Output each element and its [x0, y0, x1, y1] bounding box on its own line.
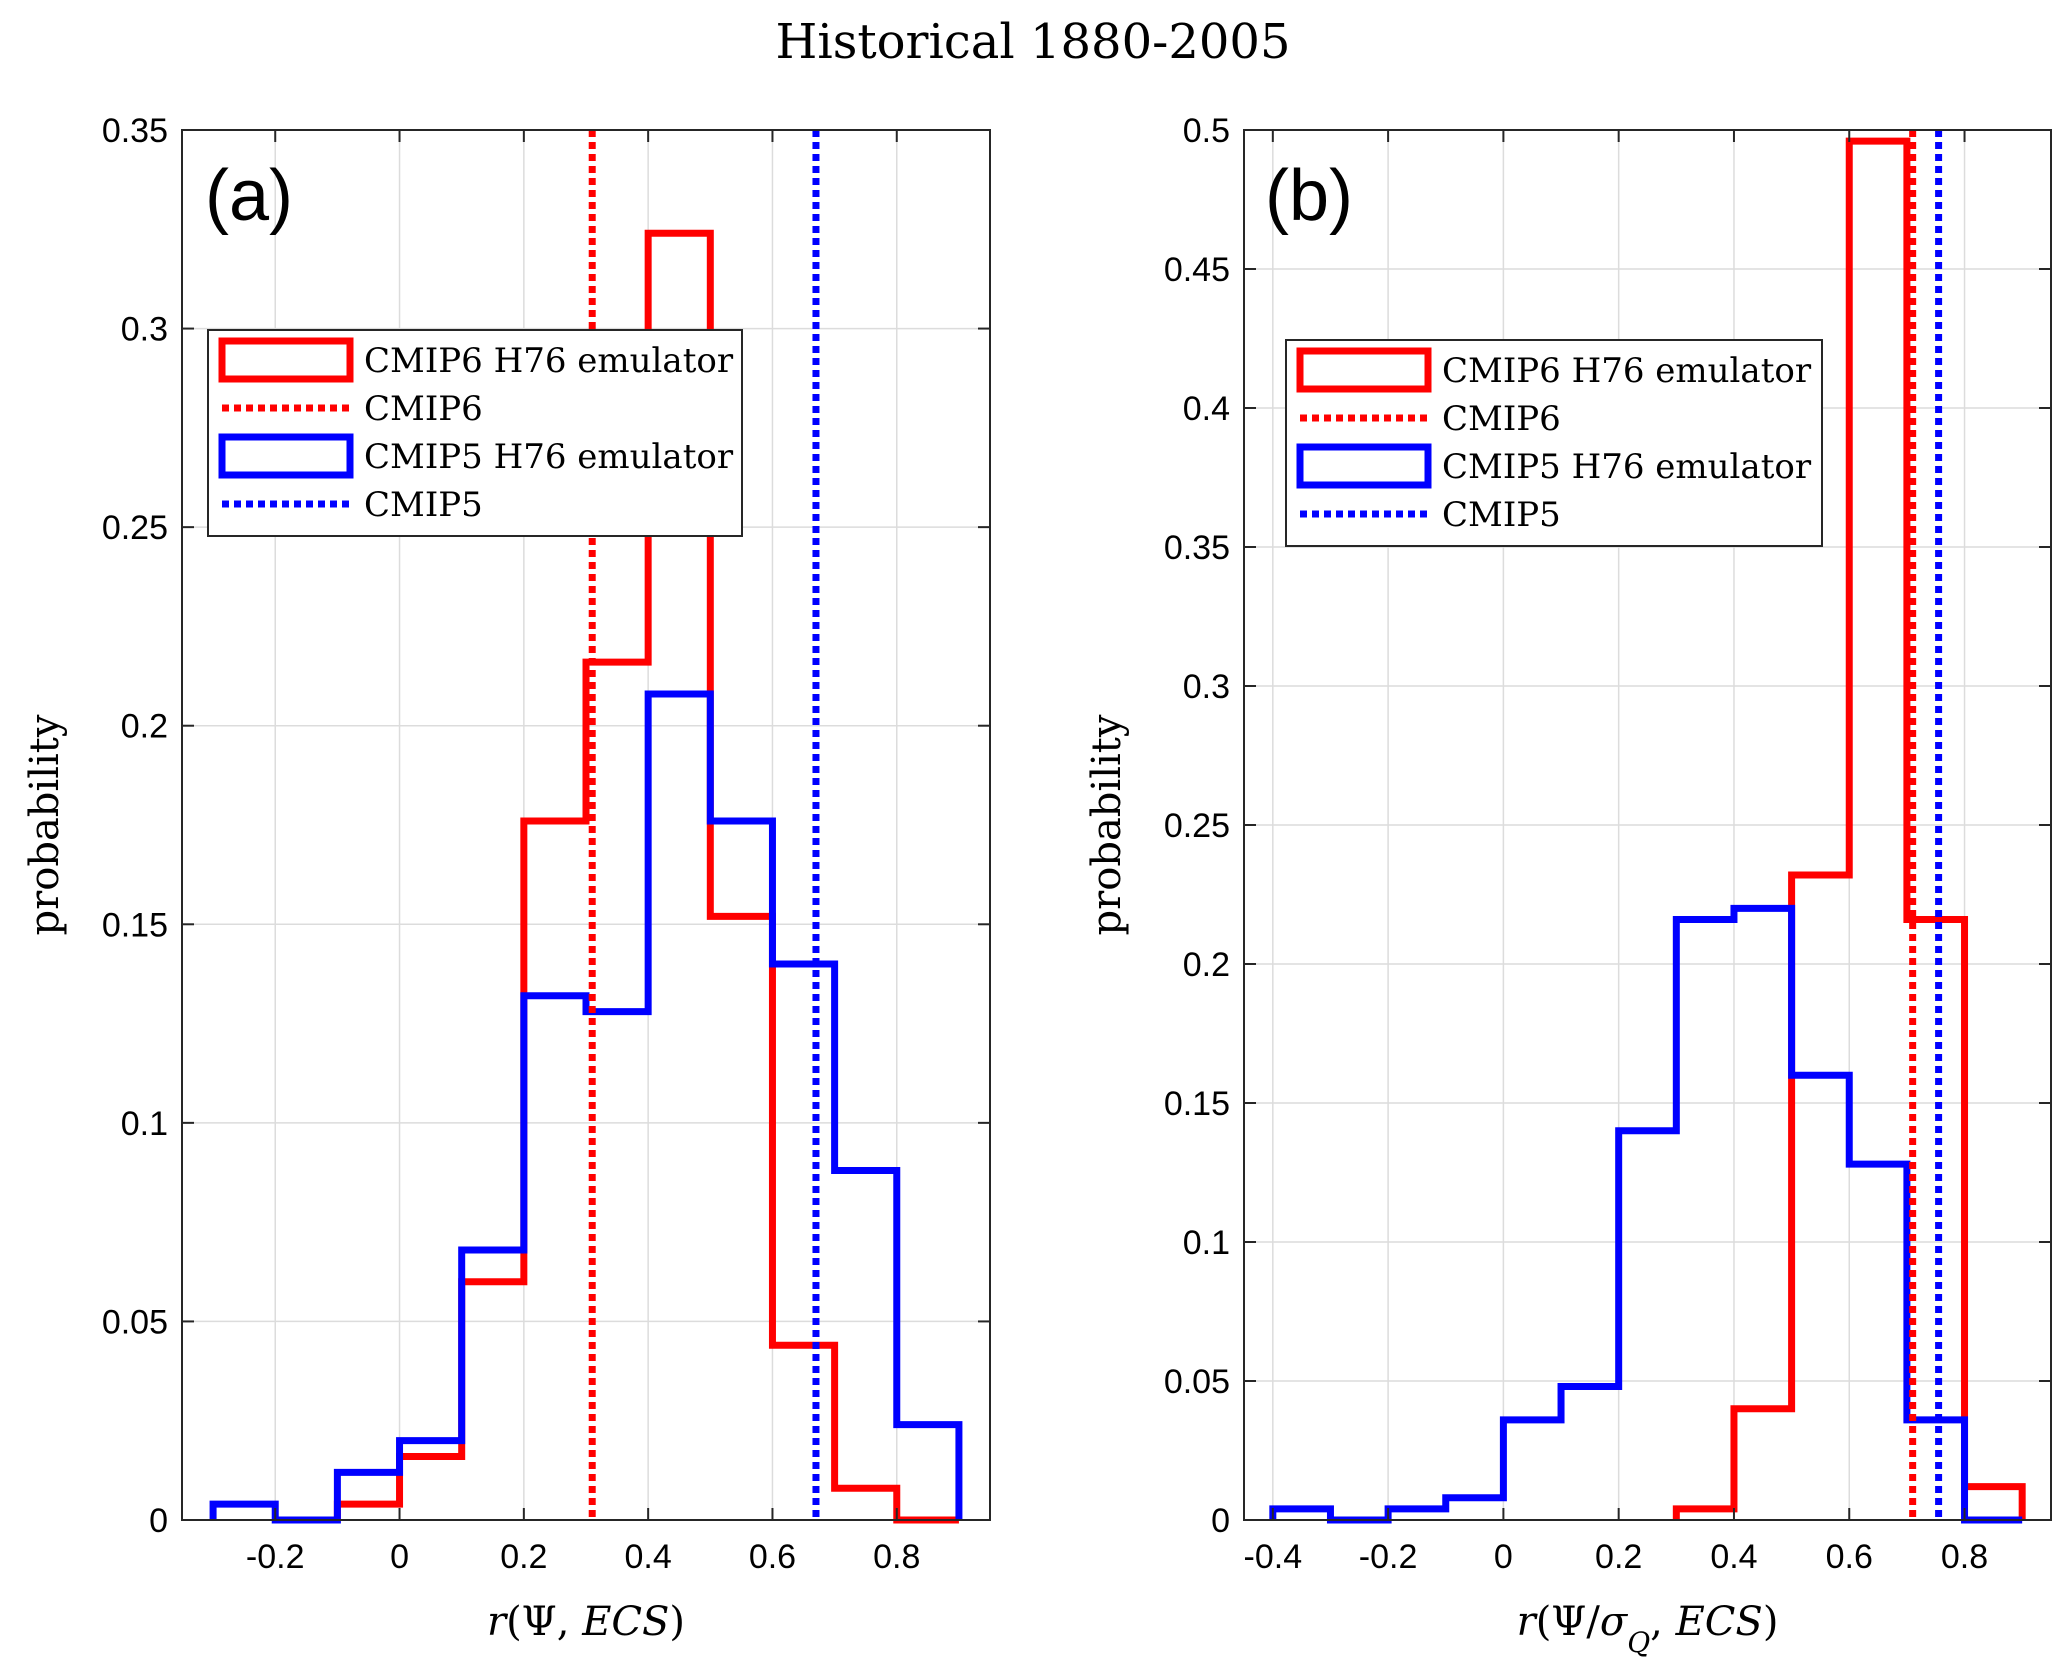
- y-tick-label: 0.35: [1164, 529, 1230, 567]
- x-tick-label: 0.4: [1710, 1538, 1757, 1576]
- y-tick-label: 0.1: [121, 1105, 168, 1143]
- legend-entry-label: CMIP5: [364, 485, 483, 525]
- x-tick-label: 0.4: [625, 1538, 672, 1576]
- panel-a-y-axis-title: probability: [22, 714, 68, 935]
- legend-entry-label: CMIP5 H76 emulator: [364, 437, 734, 477]
- x-tick-label: -0.2: [1359, 1538, 1418, 1576]
- panel-a-legend: CMIP6 H76 emulator CMIP6 CMIP5 H76 emulato…: [207, 329, 743, 537]
- panel-a-axes-frame: [181, 129, 991, 1521]
- x-tick-label: 0.2: [500, 1538, 547, 1576]
- histogram-outline-cmip6-h76-emulator: [1672, 137, 2026, 1520]
- legend-swatch-box: [218, 337, 354, 383]
- x-tick-label: 0.8: [873, 1538, 920, 1576]
- panel-b-x-axis-title: r(Ψ/σQ, ECS): [1517, 1599, 1779, 1659]
- x-tick-label: 0: [390, 1538, 409, 1576]
- histogram-outline-cmip6-h76-emulator: [333, 229, 959, 1524]
- panel-b-tick-labels: -0.4 -0.2 0 0.2 0.4 0.6 0.8 0 0.05 0.1 0.15 0.2 0.25…: [1164, 112, 1988, 1576]
- panel-a-ticks: [182, 129, 990, 1521]
- y-tick-label: 0.5: [1183, 112, 1230, 150]
- legend-entry-label: CMIP6 H76 emulator: [364, 341, 734, 381]
- panel-b-legend: CMIP6 H76 emulator CMIP6 CMIP5 H76 emulato…: [1285, 339, 1823, 547]
- histogram-outline-cmip5-h76-emulator: [209, 690, 963, 1524]
- y-tick-label: 0.35: [102, 112, 168, 150]
- x-tick-label: 0.8: [1941, 1538, 1988, 1576]
- x-tick-label: 0.6: [749, 1538, 796, 1576]
- legend-swatch-box: [218, 433, 354, 479]
- panel-a-tick-labels: -0.2 0 0.2 0.4 0.6 0.8 0 0.05 0.1 0.15 0.2 0.25 0.3 0…: [102, 112, 921, 1576]
- legend-entry-label: CMIP6: [364, 389, 483, 429]
- y-tick-label: 0.2: [121, 708, 168, 746]
- panel-a-x-axis-title: r(Ψ, ECS): [487, 1599, 685, 1645]
- y-tick-label: 0.05: [1164, 1363, 1230, 1401]
- legend-swatch-box: [1296, 443, 1432, 489]
- panel-a-label: (a): [205, 156, 293, 236]
- x-tick-label: 0.6: [1826, 1538, 1873, 1576]
- y-tick-label: 0.3: [1183, 668, 1230, 706]
- y-tick-label: 0.4: [1183, 390, 1230, 428]
- y-tick-label: 0.1: [1183, 1224, 1230, 1262]
- y-tick-label: 0.2: [1183, 946, 1230, 984]
- panel-a: -0.2 0 0.2 0.4 0.6 0.8 0 0.05 0.1 0.15 0.2 0.25 0.3 0…: [22, 112, 991, 1645]
- x-tick-label: 0: [1494, 1538, 1513, 1576]
- x-tick-label: -0.2: [246, 1538, 305, 1576]
- y-tick-label: 0.25: [102, 509, 168, 547]
- y-tick-label: 0.3: [121, 311, 168, 349]
- y-tick-label: 0: [149, 1502, 168, 1540]
- y-tick-label: 0: [1211, 1502, 1230, 1540]
- legend-entry-label: CMIP6 H76 emulator: [1442, 351, 1812, 391]
- y-tick-label: 0.45: [1164, 251, 1230, 289]
- x-tick-label: -0.4: [1244, 1538, 1303, 1576]
- panel-b: -0.4 -0.2 0 0.2 0.4 0.6 0.8 0 0.05 0.1 0.15 0.2 0.25…: [1084, 112, 2052, 1659]
- figure-title: Historical 1880-2005: [776, 14, 1291, 70]
- y-tick-label: 0.15: [1164, 1085, 1230, 1123]
- panel-b-label: (b): [1265, 156, 1353, 236]
- legend-swatch-box: [1296, 347, 1432, 393]
- legend-entry-label: CMIP6: [1442, 399, 1561, 439]
- legend-entry-label: CMIP5: [1442, 495, 1561, 535]
- legend-entry-label: CMIP5 H76 emulator: [1442, 447, 1812, 487]
- y-tick-label: 0.25: [1164, 807, 1230, 845]
- panel-b-grid: [1244, 129, 2051, 1521]
- panel-b-y-axis-title: probability: [1084, 714, 1130, 935]
- y-tick-label: 0.15: [102, 906, 168, 944]
- panel-b-ticks: [1244, 129, 2051, 1521]
- x-tick-label: 0.2: [1595, 1538, 1642, 1576]
- y-tick-label: 0.05: [102, 1303, 168, 1341]
